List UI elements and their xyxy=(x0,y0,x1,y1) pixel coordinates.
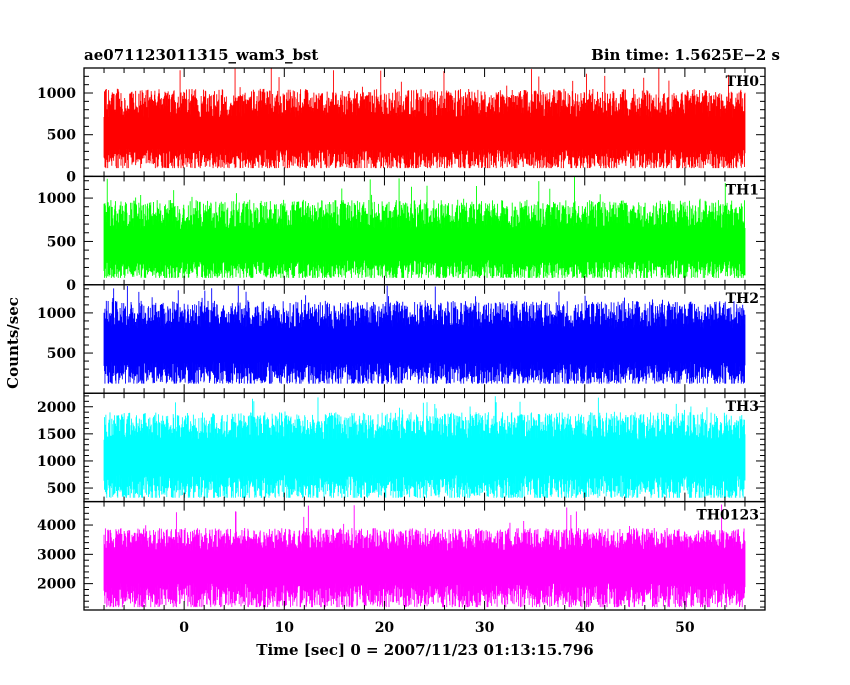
x-tick-label: 30 xyxy=(475,620,495,636)
x-tick-label: 20 xyxy=(375,620,395,636)
panel-label-th3: TH3 xyxy=(726,399,759,415)
panel-th0: 0 500 1000 TH0 xyxy=(37,67,766,185)
x-axis-label: Time [sec] 0 = 2007/11/23 01:13:15.796 xyxy=(256,641,593,659)
y-tick-th3: 500 xyxy=(47,481,76,497)
x-tick-label: 50 xyxy=(675,620,695,636)
series-th3 xyxy=(103,396,746,498)
series-th1 xyxy=(103,176,746,278)
series-th0123 xyxy=(103,504,746,608)
y-tick-th0: 0 xyxy=(66,169,76,185)
panel-label-th0: TH0 xyxy=(726,74,760,90)
y-tick-th0123: 2000 xyxy=(37,577,76,593)
panels-group: 0 500 1000 TH0 0 500 1000 TH1 500 1000 TH2 500 1000 1… xyxy=(37,67,766,611)
panel-th3: 500 1000 1500 2000 TH3 xyxy=(37,392,766,503)
y-tick-th1: 500 xyxy=(47,234,76,250)
y-tick-th1: 1000 xyxy=(37,191,76,207)
x-tick-label: 40 xyxy=(575,620,595,636)
x-tick-label: 0 xyxy=(179,620,189,636)
y-tick-th3: 1500 xyxy=(37,427,76,443)
y-tick-th0: 500 xyxy=(47,128,76,144)
panel-label-th0123: TH0123 xyxy=(696,508,759,524)
chart-title: ae071123011315_wam3_bst xyxy=(84,46,318,64)
y-tick-th1: 0 xyxy=(66,278,76,294)
y-tick-th3: 1000 xyxy=(37,454,76,470)
panel-th2: 500 1000 TH2 xyxy=(37,284,766,394)
series-th0 xyxy=(103,68,746,169)
bin-time-label: Bin time: 1.5625E−2 s xyxy=(591,46,780,64)
y-tick-th2: 1000 xyxy=(37,306,76,322)
panel-label-th2: TH2 xyxy=(726,291,759,307)
y-tick-th0123: 3000 xyxy=(37,547,76,563)
panel-th0123: 2000 3000 4000 TH0123 xyxy=(37,500,766,611)
series-th2 xyxy=(103,285,746,384)
y-tick-th3: 2000 xyxy=(37,400,76,416)
y-tick-th0: 1000 xyxy=(37,86,76,102)
panel-th1: 0 500 1000 TH1 xyxy=(37,175,766,294)
panel-label-th1: TH1 xyxy=(726,182,759,198)
y-tick-th0123: 4000 xyxy=(37,518,76,534)
x-tick-label: 10 xyxy=(275,620,295,636)
y-axis-label: Counts/sec xyxy=(4,297,22,389)
y-tick-th2: 500 xyxy=(47,346,76,362)
x-axis: 0 10 20 30 40 50 xyxy=(179,620,695,636)
